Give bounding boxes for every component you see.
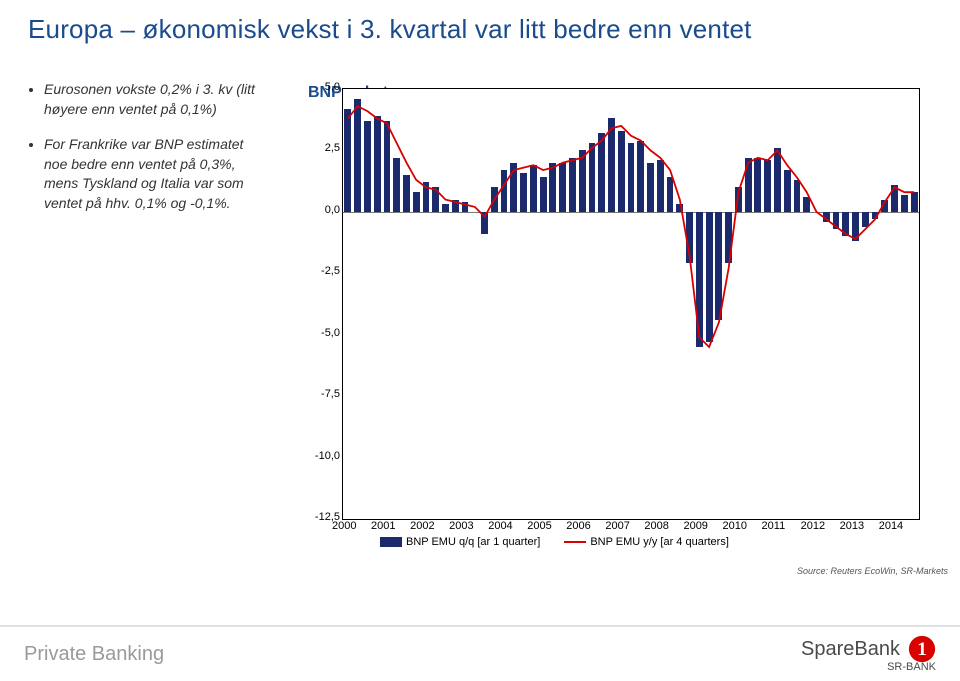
legend-item-bars: BNP EMU q/q [ar 1 quarter] — [380, 536, 540, 548]
footer-brand: SpareBank 1 SR-BANK — [801, 635, 936, 673]
bullet-2: For Frankrike var BNP estimatet noe bedr… — [44, 135, 258, 213]
slide-root: Europa – økonomisk vekst i 3. kvartal va… — [0, 0, 960, 681]
line-series — [343, 89, 919, 519]
bar-swatch-icon — [380, 537, 402, 547]
footer-left: Private Banking — [24, 643, 164, 666]
svg-text:1: 1 — [917, 639, 927, 660]
chart-plot-area — [342, 88, 920, 520]
bnp-vekst-chart: 5,02,50,0-2,5-5,0-7,5-10,0-12,5 20002001… — [300, 88, 930, 568]
brand-logo-icon: 1 — [908, 635, 936, 663]
slide-footer: Private Banking SpareBank 1 SR-BANK — [0, 625, 960, 681]
line-swatch-icon — [564, 541, 586, 543]
brand-sub: SR-BANK — [801, 661, 936, 673]
legend-label-line: BNP EMU y/y [ar 4 quarters] — [590, 536, 729, 548]
slide-title: Europa – økonomisk vekst i 3. kvartal va… — [28, 14, 752, 45]
bullet-list: Eurosonen vokste 0,2% i 3. kv (litt høye… — [28, 80, 258, 230]
chart-source: Source: Reuters EcoWin, SR-Markets — [797, 566, 948, 576]
chart-legend: BNP EMU q/q [ar 1 quarter] BNP EMU y/y [… — [380, 536, 729, 548]
bullet-1: Eurosonen vokste 0,2% i 3. kv (litt høye… — [44, 80, 258, 119]
legend-label-bars: BNP EMU q/q [ar 1 quarter] — [406, 536, 540, 548]
brand-main: SpareBank — [801, 638, 900, 661]
legend-item-line: BNP EMU y/y [ar 4 quarters] — [564, 536, 729, 548]
